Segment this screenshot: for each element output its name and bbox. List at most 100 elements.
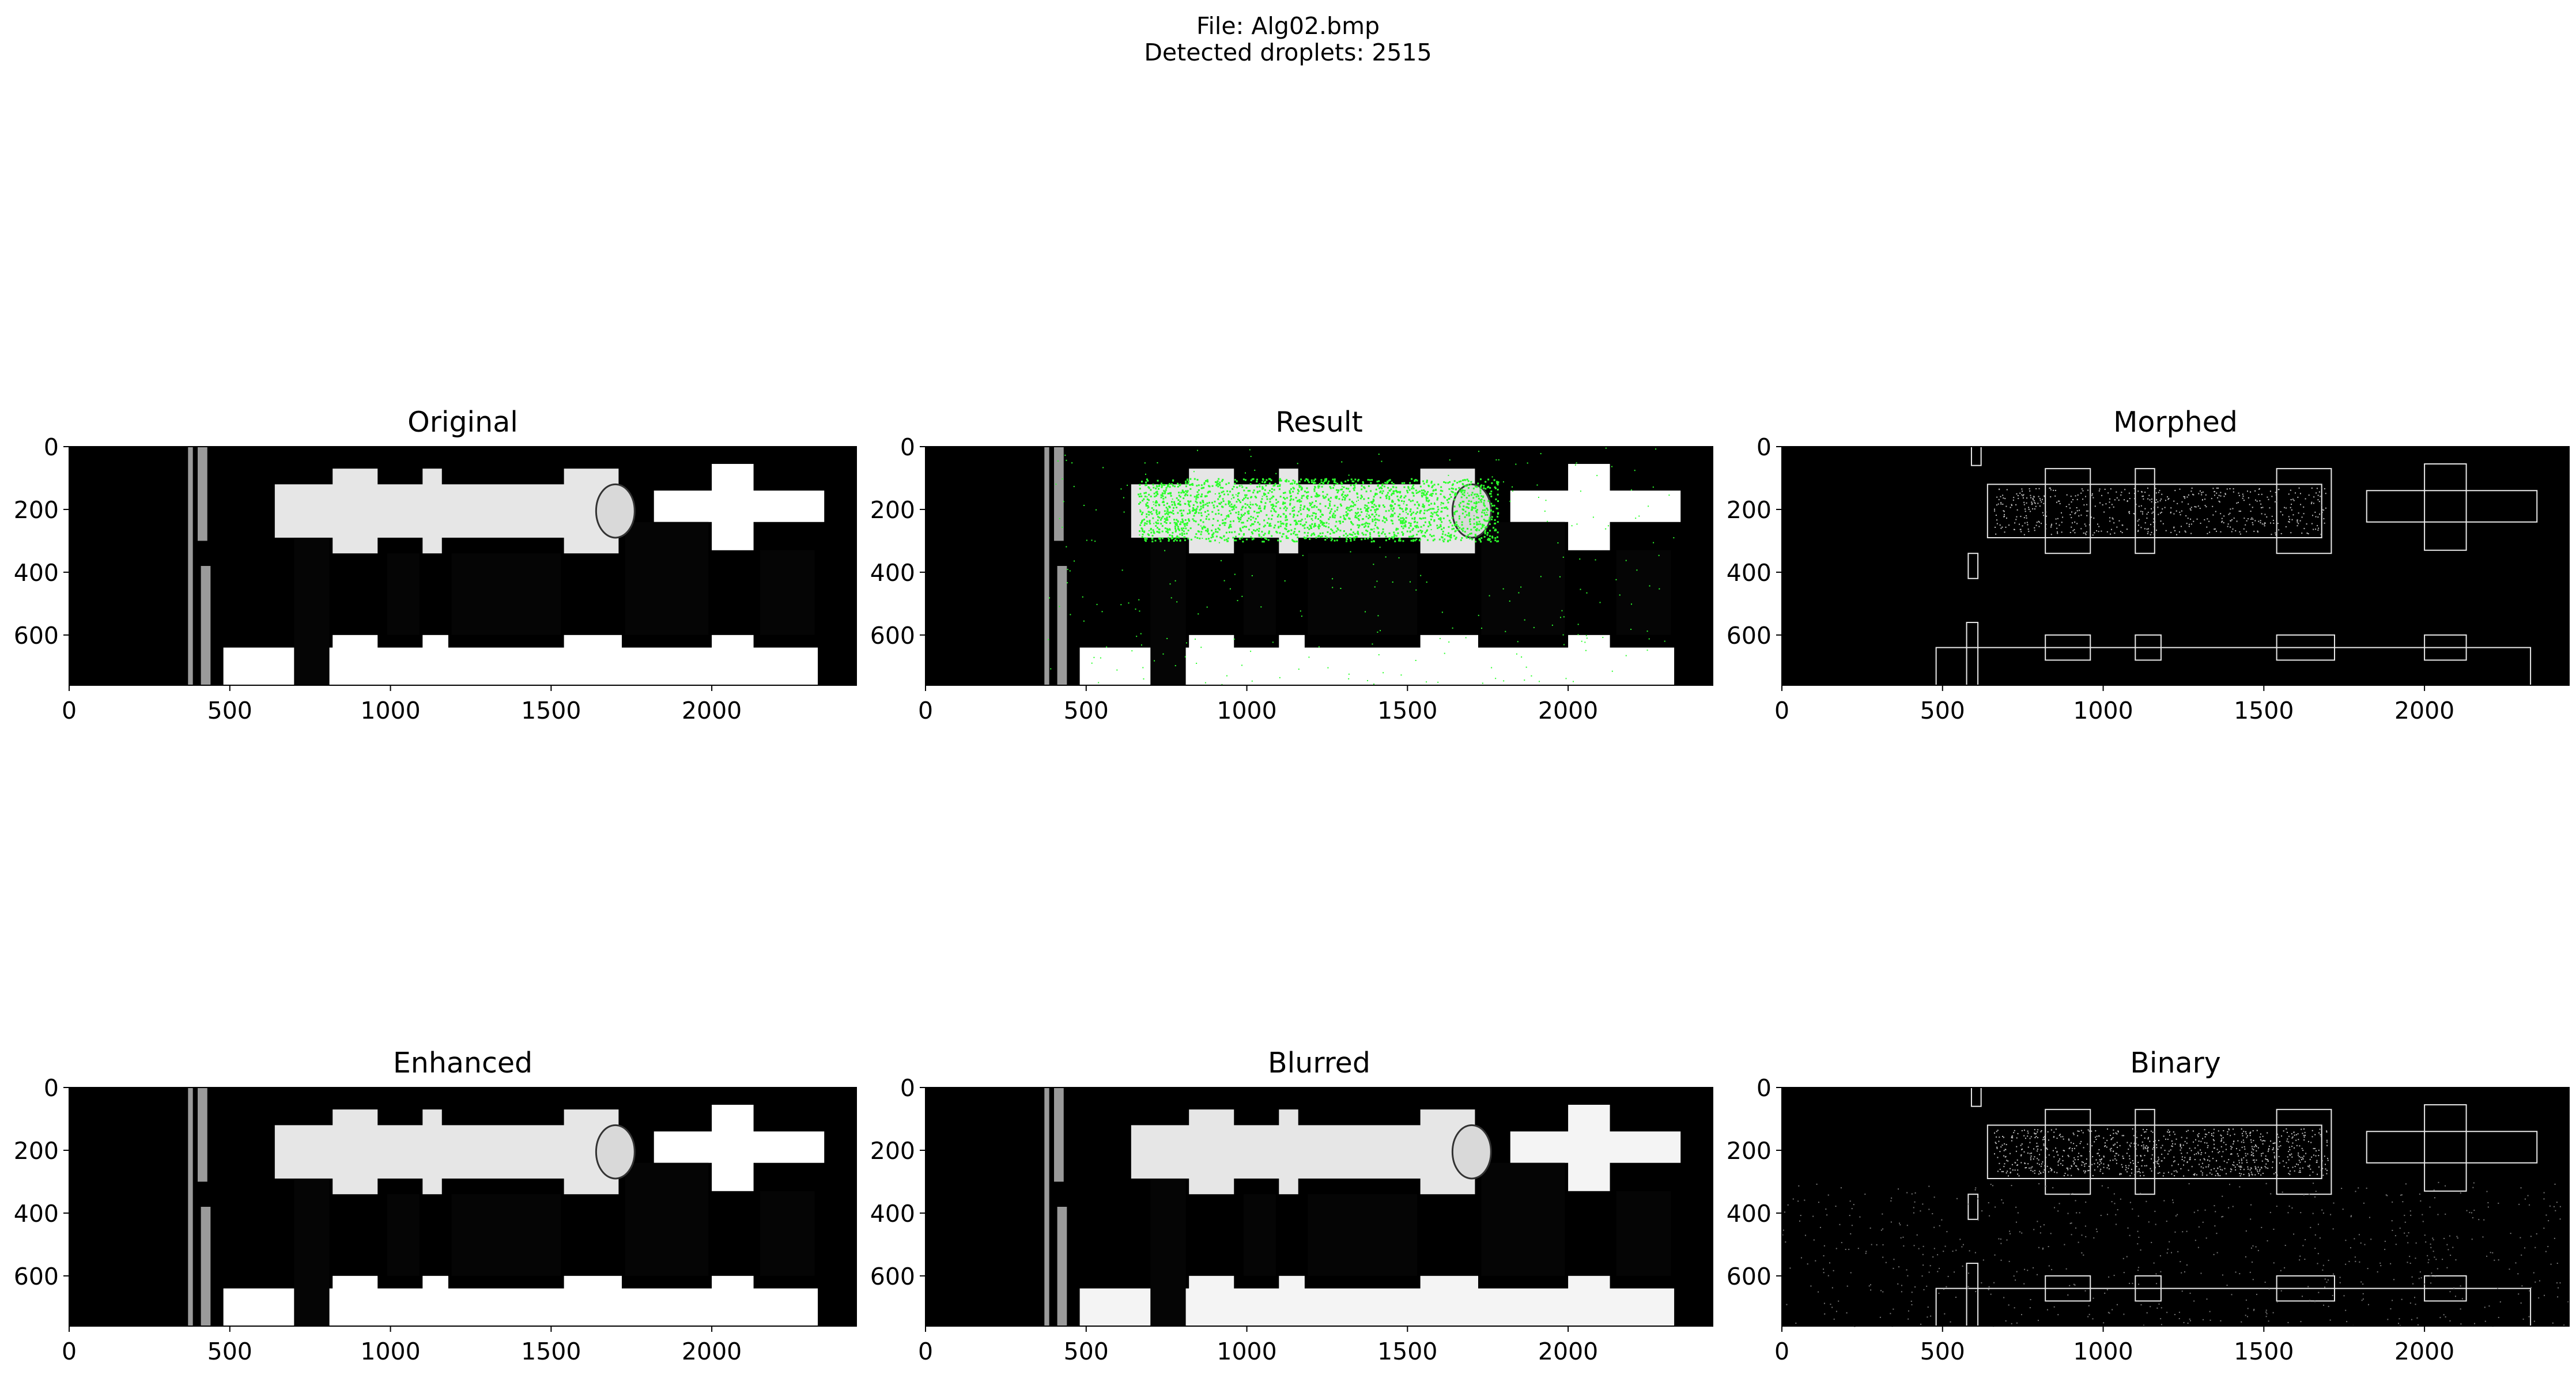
droplet-detection: [1207, 531, 1209, 533]
droplet-detection: [1333, 531, 1335, 534]
texture-dot: [2158, 513, 2159, 515]
droplet-detection: [1432, 490, 1434, 492]
droplet-detection: [1512, 486, 1513, 488]
noise-dot: [1923, 1289, 1925, 1290]
texture-dot: [2320, 1135, 2322, 1137]
noise-dot: [2411, 1319, 2412, 1320]
texture-dot: [2074, 532, 2076, 534]
droplet-detection: [1151, 507, 1153, 509]
texture-dot: [2096, 1135, 2098, 1137]
droplet-detection: [1271, 497, 1273, 499]
axes-frame: [925, 446, 1713, 686]
noise-dot: [1804, 1199, 1806, 1201]
texture-dot: [2106, 1128, 2108, 1130]
droplet-detection: [1484, 509, 1486, 511]
texture-dot: [2141, 511, 2143, 513]
droplet-detection: [1164, 492, 1166, 494]
droplet-detection: [1250, 455, 1252, 457]
y-tick-label: 0: [900, 433, 915, 461]
noise-dot: [1835, 1311, 1837, 1312]
texture-dot: [2023, 1151, 2025, 1153]
texture-dot: [2264, 513, 2266, 515]
texture-dot: [2190, 523, 2192, 525]
noise-dot: [2460, 1308, 2461, 1310]
noise-dot: [2187, 1322, 2189, 1324]
noise-dot: [1914, 1201, 1916, 1203]
droplet-detection: [1538, 681, 1540, 682]
noise-dot: [2204, 1209, 2206, 1211]
texture-dot: [2279, 1162, 2280, 1164]
droplet-detection: [1357, 532, 1359, 534]
texture-dot: [2198, 1132, 2200, 1134]
texture-dot: [2031, 503, 2033, 504]
noise-dot: [2404, 1221, 2406, 1223]
texture-dot: [2038, 496, 2039, 497]
noise-dot: [2021, 1232, 2023, 1234]
droplet-detection: [1188, 509, 1191, 511]
droplet-detection: [1162, 515, 1164, 518]
texture-dot: [2220, 492, 2222, 493]
droplet-detection: [1195, 533, 1198, 535]
texture-dot: [2302, 1158, 2304, 1160]
droplet-detection: [1487, 509, 1489, 511]
droplet-detection: [1348, 474, 1350, 476]
texture-dot: [2170, 512, 2171, 513]
droplet-detection: [1357, 524, 1359, 526]
droplet-detection: [1291, 507, 1294, 509]
droplet-detection: [1416, 511, 1418, 513]
droplet-detection: [1486, 512, 1487, 513]
noise-dot: [1823, 1255, 1825, 1256]
noise-dot: [1798, 1185, 1800, 1187]
droplet-detection: [1454, 494, 1456, 496]
noise-dot: [1967, 1203, 1969, 1205]
noise-dot: [2420, 1200, 2422, 1202]
texture-dot: [2200, 1170, 2202, 1172]
noise-dot: [2009, 1230, 2011, 1232]
noise-dot: [2011, 1185, 2012, 1187]
droplet-detection: [1155, 511, 1158, 513]
texture-dot: [2110, 1134, 2112, 1136]
left-wall: [198, 1088, 207, 1182]
droplet-detection: [1428, 504, 1430, 506]
droplet-detection: [1139, 610, 1140, 612]
droplet-detection: [1463, 479, 1465, 481]
droplet-detection: [1464, 479, 1467, 481]
droplet-detection: [1425, 498, 1427, 500]
texture-dot: [2098, 526, 2100, 527]
texture-dot: [2231, 1146, 2233, 1148]
texture-dot: [2093, 517, 2095, 519]
noise-dot: [2245, 1230, 2247, 1232]
droplet-detection: [1147, 533, 1149, 535]
texture-dot: [2134, 1146, 2136, 1147]
noise-dot: [2543, 1192, 2545, 1194]
texture-dot: [2246, 1162, 2248, 1164]
chamber-edge: [2135, 468, 2155, 554]
noise-dot: [1914, 1192, 1916, 1194]
droplet-detection: [1420, 575, 1422, 576]
droplet-detection: [1417, 507, 1419, 509]
noise-dot: [2075, 1200, 2076, 1202]
droplet-detection: [1318, 485, 1320, 488]
texture-dot: [2121, 1135, 2123, 1136]
texture-dot: [2238, 1165, 2240, 1167]
texture-dot: [2279, 1141, 2280, 1142]
droplet-detection: [1310, 496, 1313, 498]
texture-dot: [2207, 533, 2208, 534]
noise-dot: [1933, 1196, 1935, 1198]
noise-dot: [1893, 1308, 1894, 1310]
droplet-detection: [1415, 538, 1418, 541]
noise-dot: [1906, 1269, 1908, 1271]
texture-dot: [2135, 1146, 2136, 1148]
noise-dot: [2036, 1274, 2038, 1275]
texture-dot: [2322, 1175, 2324, 1176]
texture-dot: [2213, 1140, 2215, 1142]
droplet-detection: [1475, 505, 1477, 508]
texture-dot: [2134, 498, 2136, 500]
droplet-detection: [1207, 505, 1209, 507]
noise-dot: [2406, 1235, 2408, 1237]
texture-dot: [2141, 1145, 2143, 1147]
droplet-detection: [1317, 535, 1320, 538]
droplet-detection: [1353, 489, 1355, 492]
noise-dot: [2126, 1256, 2128, 1258]
noise-dot: [2003, 1202, 2004, 1204]
